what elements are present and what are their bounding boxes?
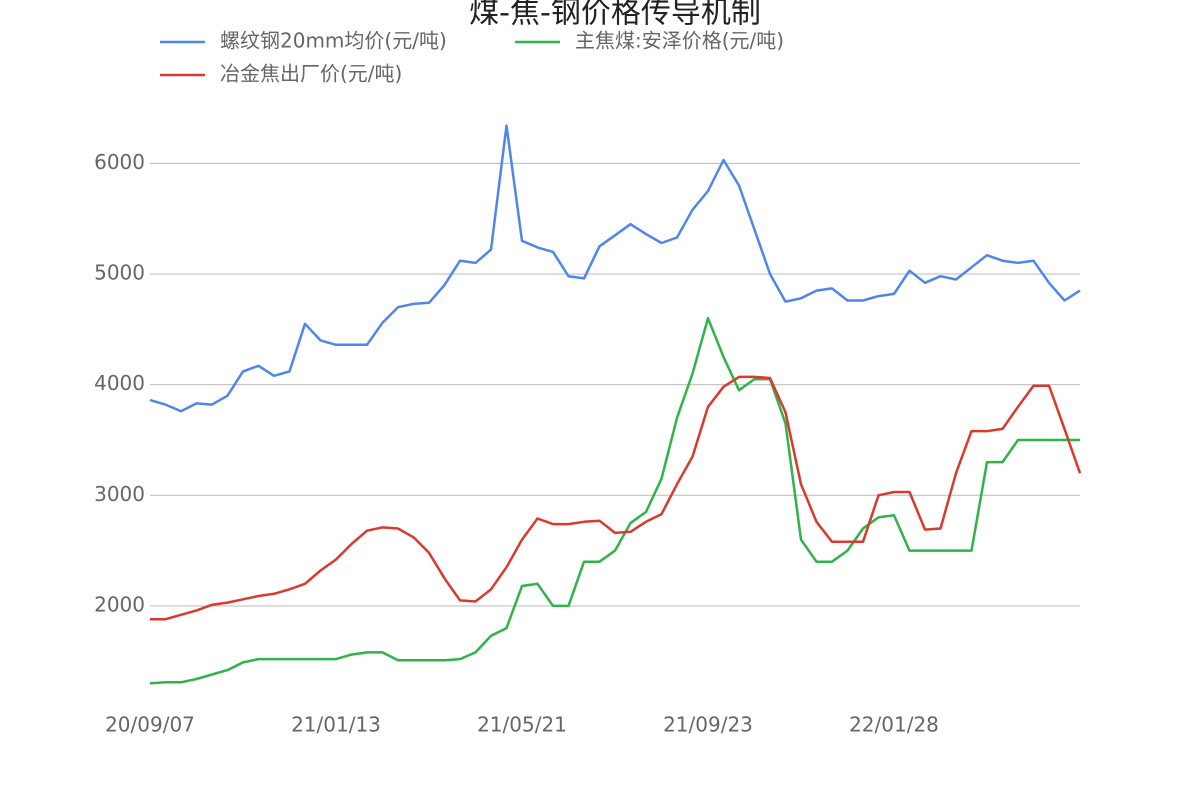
y-tick-label: 5000 [94, 260, 145, 284]
series-line [149, 316, 1080, 685]
y-tick-label: 2000 [94, 592, 145, 616]
x-tick-label: 20/09/07 [105, 713, 195, 737]
x-tick-label: 22/01/28 [849, 713, 939, 737]
legend-label: 冶金焦出厂价(元/吨) [220, 62, 402, 86]
series-line [149, 124, 1081, 413]
x-tick-label: 21/01/13 [291, 713, 381, 737]
y-tick-label: 6000 [94, 150, 145, 174]
y-tick-label: 3000 [94, 482, 145, 506]
x-tick-label: 21/05/21 [477, 713, 567, 737]
y-tick-label: 4000 [94, 371, 145, 395]
legend-label: 螺纹钢20mm均价(元/吨) [220, 29, 447, 53]
legend-label: 主焦煤:安泽价格(元/吨) [575, 29, 784, 53]
series-line [150, 375, 1082, 621]
x-tick-label: 21/09/23 [663, 713, 753, 737]
chart-title: 煤-焦-钢价格传导机制 [469, 0, 761, 31]
